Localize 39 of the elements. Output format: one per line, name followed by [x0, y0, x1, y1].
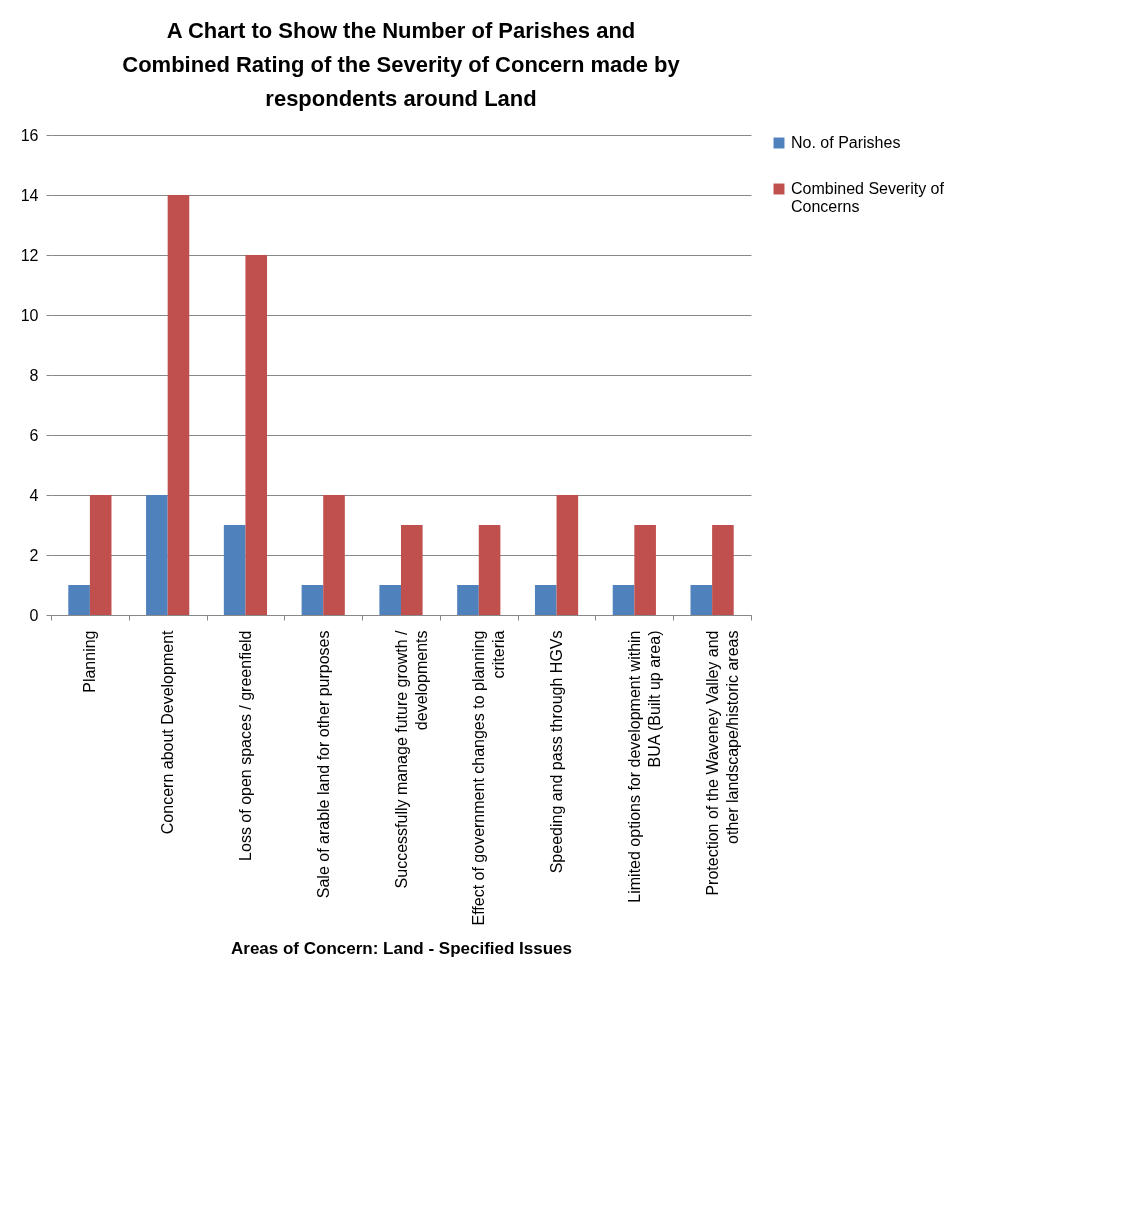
bar [245, 255, 268, 615]
bar [167, 195, 190, 615]
x-tick-label: Sale of arable land for other purposes [314, 630, 332, 899]
bar [323, 495, 345, 615]
bar [379, 585, 401, 615]
bar [712, 525, 734, 615]
bar [89, 495, 112, 615]
y-tick-label: 10 [20, 306, 39, 324]
bar [534, 585, 557, 615]
x-tick-label: Loss of open spaces / greenfield [236, 630, 254, 861]
bar [401, 525, 423, 615]
x-tick-label: Speeding and pass through HGVs [548, 630, 566, 874]
x-tick-label: Limited options for development within BUA (Built up area) [625, 630, 663, 903]
y-tick-label: 6 [29, 426, 39, 444]
y-tick-label: 16 [20, 126, 39, 144]
bar [612, 585, 635, 615]
bar [457, 585, 479, 615]
bar [634, 525, 656, 615]
y-tick-label: 2 [29, 546, 39, 564]
y-tick-label: 0 [29, 606, 39, 624]
x-axis-title: Areas of Concern: Land - Specified Issues [230, 938, 573, 958]
legend-label: No. of Parishes [791, 134, 901, 151]
y-tick-label: 8 [29, 366, 39, 384]
x-tick-label: Successfully manage future growth / developments [392, 629, 430, 889]
bar [68, 585, 90, 615]
y-tick-label: 14 [20, 186, 39, 204]
y-tick-label: 4 [29, 486, 39, 504]
bar [301, 585, 324, 615]
bar [690, 585, 713, 615]
x-tick-label: Concern about Development [159, 629, 177, 835]
bar [223, 525, 246, 615]
bar [146, 495, 168, 615]
x-tick-label: Planning [81, 630, 99, 693]
x-tick-label: Effect of government changes to planning criteria [470, 630, 508, 926]
chart-title: A Chart to Show the Number of Parishes and Combined Rating of the Severity of Concern made by respondents around Land [122, 18, 681, 111]
legend-label: Combined Severity of Concerns [791, 180, 945, 215]
bar [556, 495, 579, 615]
bar [478, 525, 501, 615]
y-tick-label: 12 [20, 246, 39, 264]
